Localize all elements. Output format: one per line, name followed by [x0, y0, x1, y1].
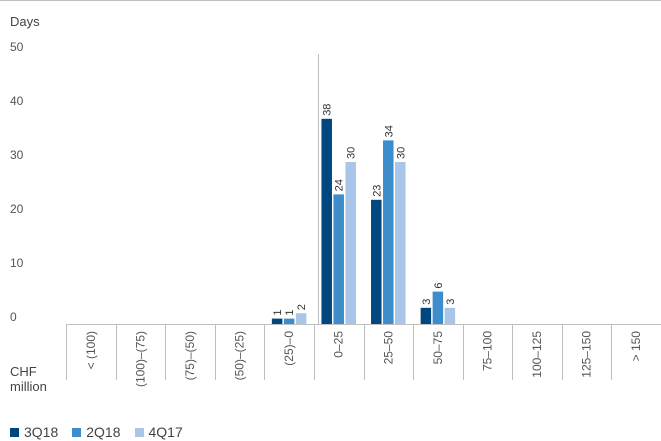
bar-4q17-25-0 [295, 313, 307, 324]
y-tick-label: 30 [10, 148, 24, 162]
bar-3q18-50-75 [420, 307, 432, 324]
bar-4q17-0-25 [345, 162, 356, 324]
category-label-75-50: (75)–(50) [183, 331, 197, 380]
data-label-2q18-25-50: 34 [383, 125, 395, 137]
category-label-0-25: 0–25 [332, 331, 346, 358]
legend-item-4q17: 4Q17 [134, 424, 183, 440]
bar-2q18-25-0 [283, 318, 295, 324]
legend-label-3q18: 3Q18 [24, 424, 59, 440]
x-axis-label: CHF million [10, 364, 47, 394]
y-tick-label: 10 [10, 256, 24, 270]
bar-3q18-0-25 [321, 118, 332, 324]
legend-swatch-2q18 [72, 427, 82, 437]
bar-2q18-0-25 [333, 194, 344, 324]
y-tick-label: 50 [10, 40, 24, 54]
data-label-2q18-50-75: 6 [433, 282, 445, 288]
category-label-25-0: (25)–0 [282, 331, 296, 366]
y-tick-label: 40 [10, 94, 24, 108]
bar-2q18-50-75 [432, 291, 444, 324]
data-label-4q17-50-75: 3 [445, 299, 457, 305]
legend-swatch-4q17 [134, 427, 144, 437]
category-label-25-50: 25–50 [381, 331, 395, 365]
y-axis-label: Days [10, 14, 40, 29]
legend: 3Q18 2Q18 4Q17 [10, 424, 183, 440]
legend-swatch-3q18 [10, 427, 19, 437]
bar-2q18-25-50 [383, 140, 394, 324]
category-label-150: > 150 [629, 331, 643, 362]
y-tick-label: 0 [10, 310, 17, 324]
x-axis-label-line1: CHF [10, 364, 37, 379]
data-label-4q17-0-25: 30 [346, 147, 358, 159]
data-label-2q18-0-25: 24 [334, 179, 346, 191]
bars [271, 118, 456, 324]
data-label-3q18-25-0: 1 [272, 309, 284, 315]
bar-3q18-25-50 [371, 199, 382, 324]
category-label-100-125: 100–125 [530, 331, 544, 378]
bar-4q17-25-50 [395, 162, 406, 324]
data-labels: 1 38 23 3 1 24 34 6 2 30 30 3 [272, 104, 457, 316]
data-label-4q17-25-50: 30 [395, 147, 407, 159]
bar-3q18-25-0 [271, 318, 283, 324]
category-labels: < (100) (100)–(75) (75)–(50) (50)–(25) (25)–… [84, 331, 643, 387]
category-label-100-75: (100)–(75) [133, 331, 147, 387]
bar-4q17-50-75 [444, 307, 456, 324]
y-axis-ticks: 0 10 20 30 40 50 [10, 40, 24, 324]
category-label-50-25: (50)–(25) [233, 331, 247, 380]
y-tick-label: 20 [10, 202, 24, 216]
data-label-3q18-0-25: 38 [322, 104, 334, 116]
legend-item-2q18: 2Q18 [72, 424, 121, 440]
data-label-3q18-25-50: 23 [371, 185, 383, 197]
x-axis-label-line2: million [10, 379, 47, 394]
category-label-100: < (100) [84, 331, 98, 369]
legend-item-3q18: 3Q18 [10, 424, 58, 440]
legend-label-2q18: 2Q18 [86, 424, 121, 440]
category-label-75-100: 75–100 [480, 331, 494, 371]
data-label-3q18-50-75: 3 [421, 299, 433, 305]
category-label-50-75: 50–75 [431, 331, 445, 365]
legend-label-4q17: 4Q17 [148, 424, 183, 440]
category-dividers [66, 324, 612, 380]
data-label-4q17-25-0: 2 [296, 304, 308, 310]
data-label-2q18-25-0: 1 [284, 309, 296, 315]
category-label-125-150: 125–150 [580, 331, 594, 378]
